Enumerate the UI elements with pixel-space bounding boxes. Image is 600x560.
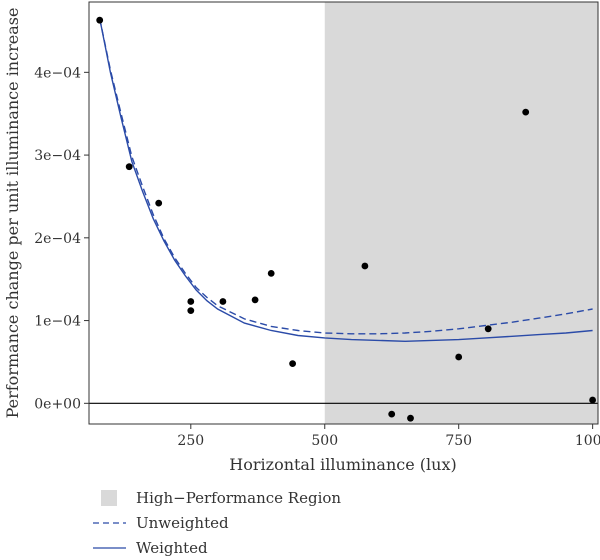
high-performance-region — [324, 2, 598, 424]
data-point — [267, 270, 275, 277]
x-tick-label: 500 — [311, 433, 338, 449]
y-tick-label: 1e−04 — [34, 314, 81, 330]
data-point — [522, 108, 530, 116]
legend-label-weighted: Weighted — [136, 539, 208, 557]
y-axis-title: Performance change per unit illuminance … — [3, 8, 22, 419]
data-point — [361, 262, 369, 270]
legend-label-high-performance-region: High−Performance Region — [136, 489, 341, 507]
legend-label-unweighted: Unweighted — [136, 514, 229, 532]
data-point — [187, 307, 195, 314]
data-point — [484, 325, 492, 333]
x-axis-title: Horizontal illuminance (lux) — [229, 455, 456, 474]
data-point — [251, 296, 259, 304]
data-point — [289, 360, 296, 367]
x-tick-label: 250 — [177, 433, 204, 449]
y-tick-label: 4e−04 — [34, 65, 81, 81]
data-point — [407, 414, 414, 422]
plot-frame — [88, 1, 599, 425]
plot-area — [89, 2, 598, 424]
y-tick-label: 3e−04 — [34, 148, 81, 164]
series-line-unweighted — [99, 18, 593, 335]
legend-swatch-high-performance-region — [101, 490, 117, 506]
data-point — [219, 298, 227, 305]
data-point — [155, 199, 163, 207]
data-point — [455, 353, 463, 361]
y-axis: 0e+00 1e−04 2e−04 3e−04 4e−04 — [34, 65, 89, 412]
x-tick-label: 750 — [445, 433, 472, 449]
data-point — [589, 396, 596, 404]
data-point — [388, 410, 396, 418]
y-tick-label: 0e+00 — [34, 396, 81, 412]
data-point — [187, 298, 195, 305]
series-line-weighted — [99, 18, 593, 343]
legend: High−Performance Region Unweighted Weigh… — [93, 489, 341, 557]
data-point — [125, 163, 133, 171]
data-point — [96, 16, 104, 24]
y-tick-label: 2e−04 — [34, 231, 81, 247]
